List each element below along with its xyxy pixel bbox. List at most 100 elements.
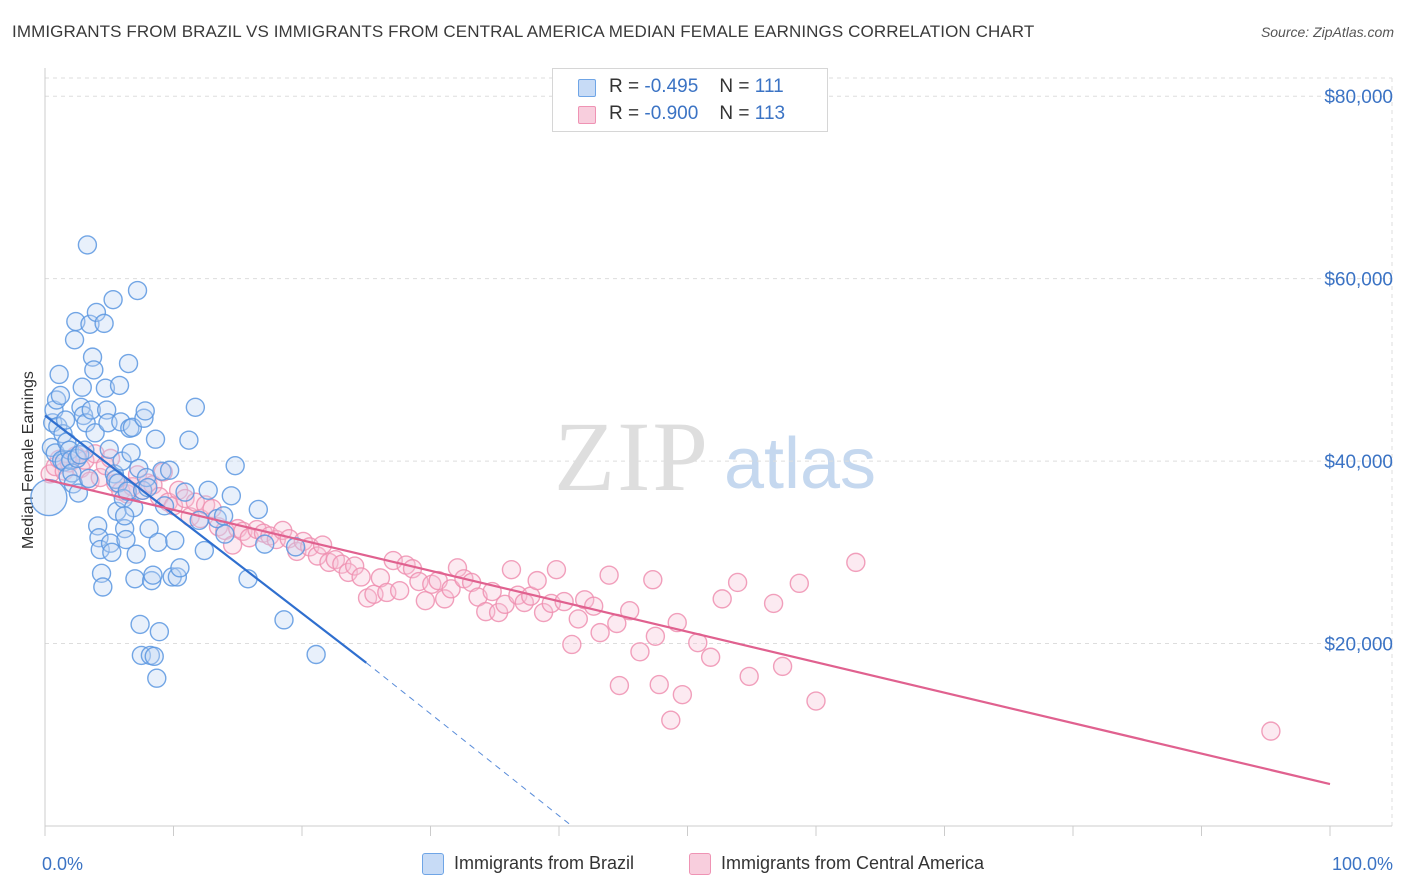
legend-n-label: N = (719, 103, 750, 124)
legend-text-central-america: R = -0.900 N = 113 (609, 103, 785, 125)
point-brazil (99, 439, 119, 459)
point-brazil (170, 558, 190, 578)
point-brazil (81, 400, 101, 420)
point-central-america (645, 626, 666, 646)
legend-text-brazil: R = -0.495 N = 111 (609, 76, 784, 98)
legend-r-label: R = (609, 103, 640, 124)
point-brazil (66, 311, 86, 332)
bottom-legend-swatch-central-america (689, 853, 711, 875)
y-tick-label: $40,000 (1324, 452, 1393, 473)
point-central-america (546, 559, 567, 580)
point-central-america (739, 666, 759, 687)
point-brazil (152, 461, 172, 481)
chart-title: IMMIGRANTS FROM BRAZIL VS IMMIGRANTS FRO… (12, 22, 1035, 41)
point-brazil (121, 443, 141, 463)
point-central-america (175, 488, 195, 509)
point-brazil (198, 480, 218, 501)
point-brazil (75, 440, 95, 460)
point-central-america (527, 570, 547, 591)
point-central-america (649, 674, 669, 695)
point-brazil (139, 518, 159, 539)
legend: R = -0.495 N = 111 R = -0.900 N = 113 (552, 68, 828, 132)
point-brazil (64, 330, 85, 350)
point-central-america (143, 475, 163, 495)
point-central-america (389, 580, 410, 601)
point-brazil (126, 544, 146, 564)
point-brazil (94, 313, 114, 334)
point-central-america (351, 567, 371, 587)
point-central-america (661, 710, 681, 730)
point-brazil (144, 646, 164, 667)
point-brazil (49, 364, 69, 385)
point-central-america (806, 691, 826, 711)
point-brazil (90, 539, 110, 560)
point-central-america (415, 590, 436, 611)
axes (44, 68, 1392, 836)
point-brazil (147, 668, 167, 688)
watermark: ZIP atlas (554, 401, 876, 512)
point-brazil (78, 468, 99, 489)
point-brazil (306, 644, 326, 665)
legend-r-value-brazil: -0.495 (644, 76, 699, 97)
point-brazil (91, 563, 112, 584)
point-brazil (77, 235, 98, 255)
trend-lines (44, 414, 1331, 827)
point-brazil (225, 455, 245, 476)
x-tick-label-max: 100.0% (1332, 854, 1393, 874)
point-brazil (127, 280, 148, 301)
point-central-america (789, 573, 809, 594)
point-brazil (185, 397, 206, 418)
legend-swatch-central-america (578, 106, 596, 124)
legend-r-value-central-america: -0.900 (644, 103, 699, 124)
point-brazil (221, 486, 242, 506)
point-brazil (30, 478, 68, 517)
point-central-america (672, 684, 693, 705)
point-brazil (165, 530, 185, 551)
point-central-america (599, 565, 619, 585)
point-brazil (85, 423, 105, 443)
point-central-america (441, 579, 461, 599)
bottom-legend-label-central-america: Immigrants from Central America (721, 853, 985, 873)
y-tick-labels: $20,000 $40,000 $60,000 $80,000 (1324, 87, 1393, 655)
point-brazil (102, 542, 122, 563)
point-central-america (434, 589, 455, 609)
point-brazil (143, 565, 163, 585)
point-central-america (501, 559, 522, 580)
point-brazil (148, 532, 168, 553)
point-central-america (344, 556, 365, 576)
point-central-america (700, 647, 721, 667)
legend-n-value-brazil: 111 (754, 76, 784, 97)
point-brazil (84, 360, 104, 380)
point-brazil (72, 377, 92, 397)
point-central-america (1261, 721, 1281, 741)
point-central-america (763, 593, 784, 614)
point-brazil (109, 375, 130, 396)
bottom-legend-label-brazil: Immigrants from Brazil (454, 853, 635, 873)
point-brazil (114, 506, 135, 526)
series-brazil-points (30, 235, 326, 688)
point-brazil (215, 524, 235, 544)
point-central-america (727, 572, 748, 593)
point-central-america (846, 552, 866, 573)
point-brazil (159, 460, 180, 480)
point-brazil (125, 569, 145, 589)
point-central-america (619, 601, 640, 621)
point-brazil (248, 499, 269, 520)
legend-r-label: R = (609, 76, 640, 97)
point-central-america (307, 546, 328, 566)
point-central-america (202, 498, 222, 519)
point-brazil (255, 534, 275, 554)
trend-line-central-america (44, 478, 1331, 786)
point-brazil (103, 289, 123, 310)
point-brazil (117, 481, 137, 501)
watermark-atlas: atlas (724, 424, 876, 504)
legend-swatch-brazil (578, 79, 596, 97)
point-central-america (712, 589, 732, 609)
point-brazil (134, 408, 154, 428)
point-brazil (118, 353, 139, 374)
source-label: Source: ZipAtlas.com (1260, 24, 1394, 40)
point-central-america (562, 634, 582, 655)
point-brazil (130, 614, 150, 635)
trend-line-brazil (44, 414, 367, 664)
